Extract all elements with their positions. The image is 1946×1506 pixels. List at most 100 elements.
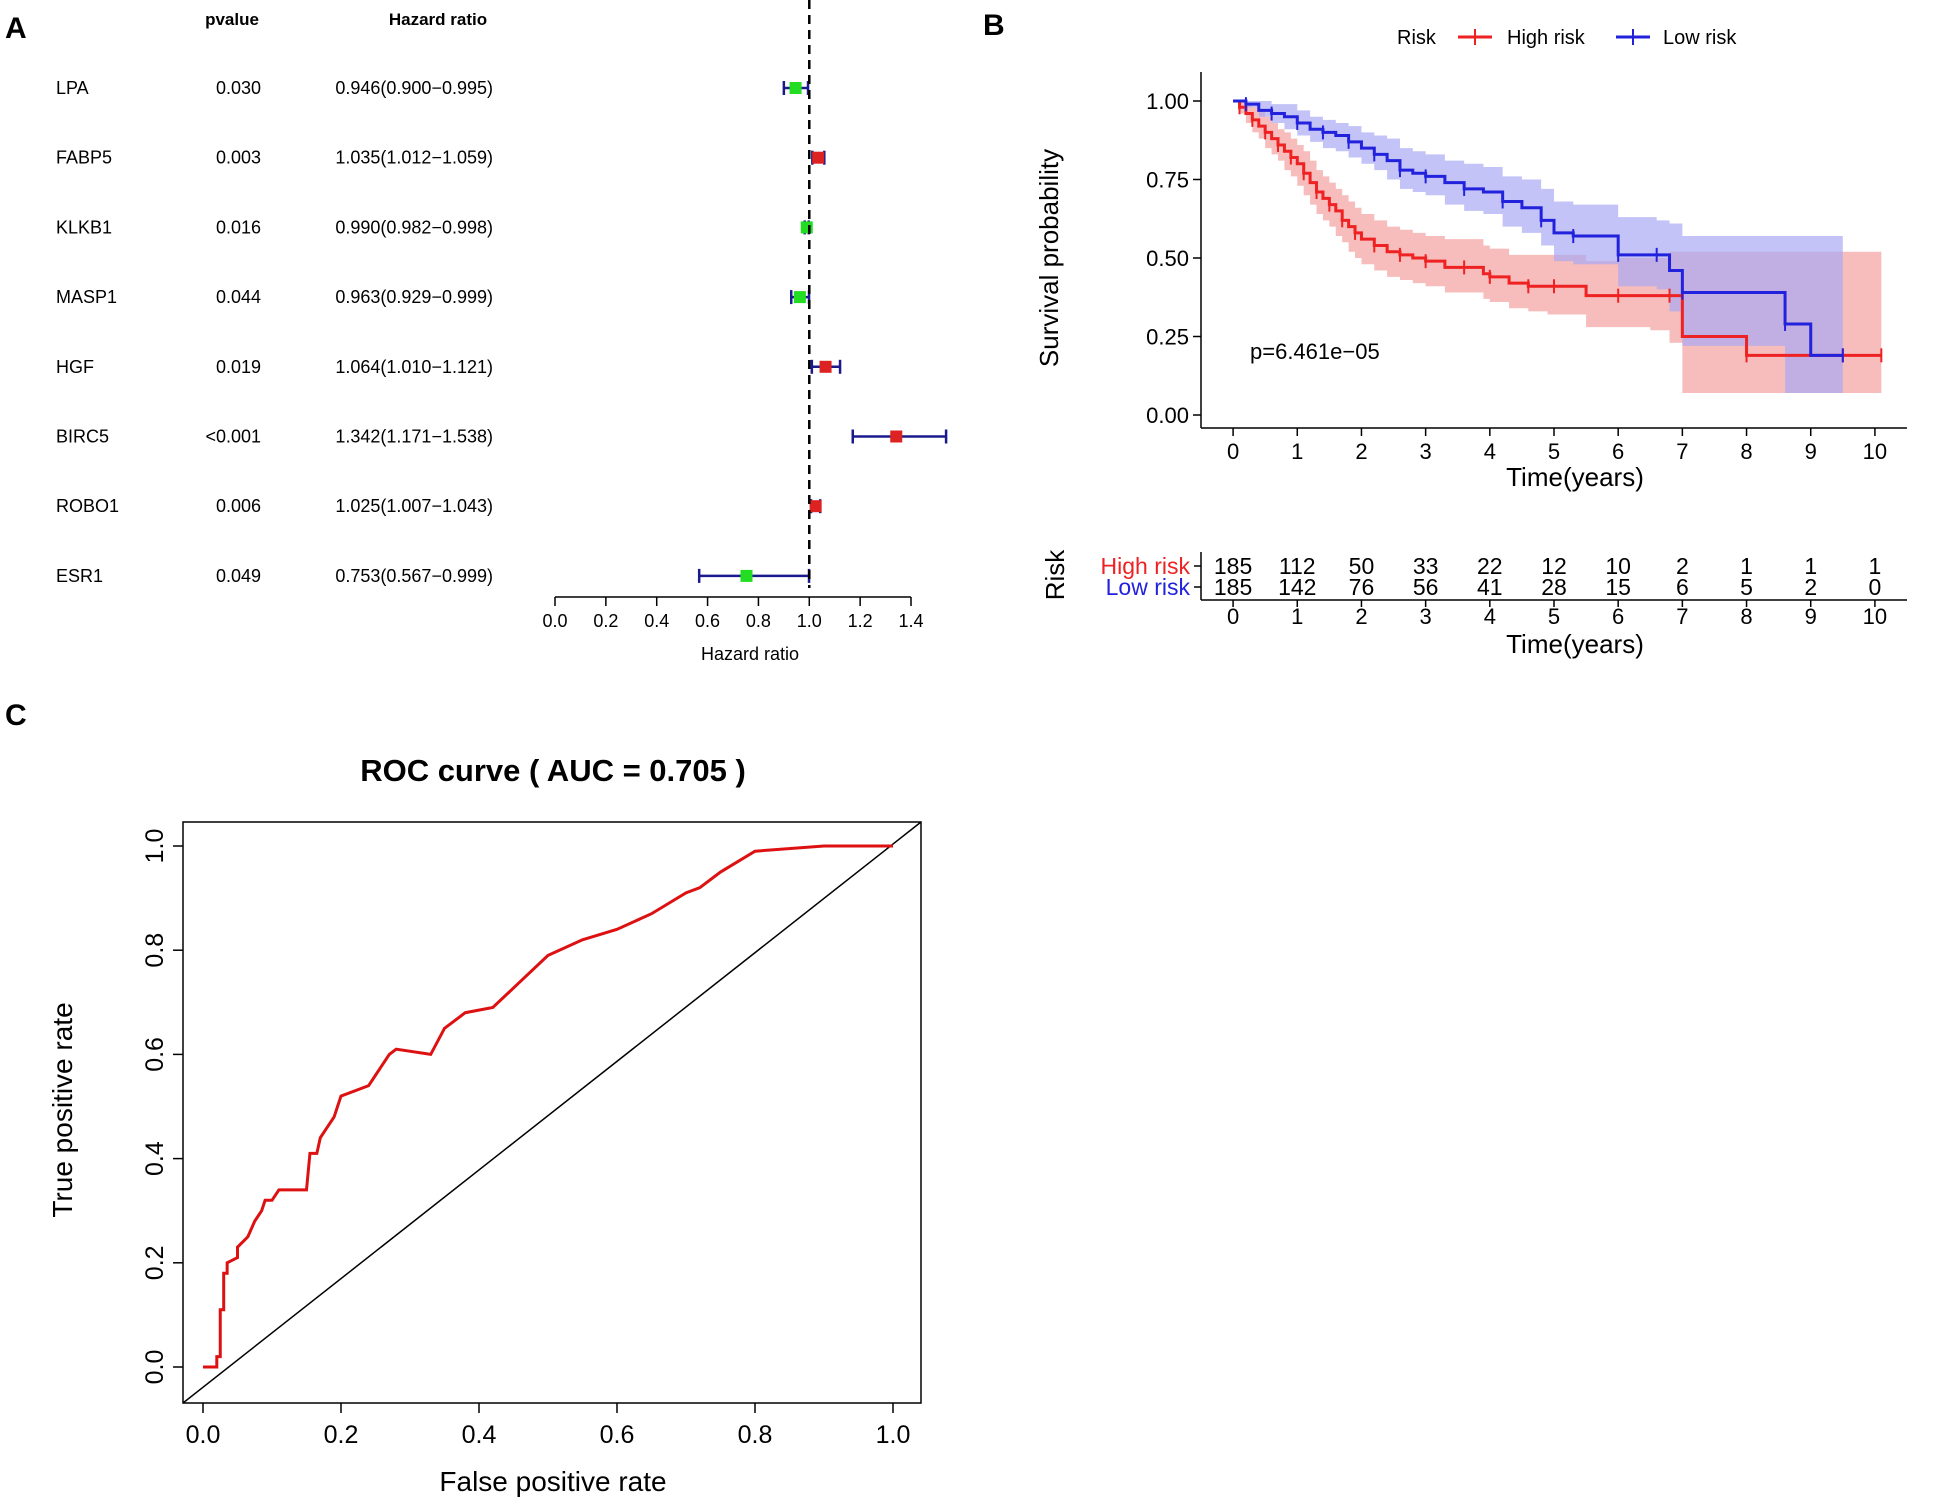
km-x-axis-label: Time(years) xyxy=(1506,462,1644,492)
risk-table-count: 33 xyxy=(1413,553,1439,579)
km-y-tick-label: 1.00 xyxy=(1146,89,1189,114)
risk-table-count: 10 xyxy=(1605,553,1631,579)
risk-table-x-tick-label: 7 xyxy=(1676,604,1688,629)
forest-gene-label: ROBO1 xyxy=(56,496,119,516)
forest-point xyxy=(793,291,806,304)
roc-y-tick-label: 0.6 xyxy=(141,1037,169,1072)
forest-pvalue: 0.019 xyxy=(216,357,261,377)
risk-table-count: 28 xyxy=(1541,574,1567,600)
risk-table-count: 22 xyxy=(1477,553,1503,579)
forest-gene-label: HGF xyxy=(56,357,94,377)
forest-x-tick-label: 1.4 xyxy=(898,611,923,631)
forest-point xyxy=(800,221,813,234)
roc-diagonal-line xyxy=(182,821,922,1404)
forest-plot-panel: A pvalue Hazard ratio LPA 0.030 0.946(0.90… xyxy=(5,0,948,664)
legend-label-high-risk: High risk xyxy=(1507,27,1586,49)
legend-label-low-risk: Low risk xyxy=(1663,27,1737,49)
panel-label-a: A xyxy=(5,12,27,45)
forest-pvalue: 0.016 xyxy=(216,217,261,237)
km-x-tick-label: 2 xyxy=(1355,439,1367,464)
risk-table-count: 76 xyxy=(1349,574,1375,600)
roc-plot-panel: C ROC curve ( AUC = 0.705 ) 0.0 0.2 0.4 0.6… xyxy=(5,699,922,1497)
risk-table-count: 0 xyxy=(1869,574,1882,600)
risk-table-x-axis-label: Time(years) xyxy=(1506,629,1644,659)
forest-x-tick-label: 0.2 xyxy=(593,611,618,631)
panel-label-c: C xyxy=(5,699,27,732)
km-curve-low-risk xyxy=(1233,99,1843,357)
forest-x-tick-label: 0.8 xyxy=(746,611,771,631)
roc-x-tick-label: 0.0 xyxy=(186,1421,221,1449)
risk-table-count: 185 xyxy=(1214,553,1252,579)
km-y-tick-label: 0.50 xyxy=(1146,246,1189,271)
risk-table-count: 1 xyxy=(1740,553,1753,579)
risk-table-count: 1 xyxy=(1869,553,1882,579)
risk-table-count: 1 xyxy=(1804,553,1817,579)
forest-pvalue: 0.003 xyxy=(216,148,261,168)
forest-hr-text: 0.946(0.900−0.995) xyxy=(335,78,493,98)
km-y-axis-label: Survival probability xyxy=(1034,149,1064,367)
forest-hr-text: 1.035(1.012−1.059) xyxy=(335,148,493,168)
km-x-tick-label: 4 xyxy=(1484,439,1496,464)
roc-x-tick-label: 0.2 xyxy=(324,1421,359,1449)
forest-x-tick-label: 1.0 xyxy=(797,611,822,631)
risk-table-group-label: Low risk xyxy=(1106,574,1191,600)
risk-table-count: 15 xyxy=(1605,574,1631,600)
roc-y-tick-label: 0.0 xyxy=(141,1350,169,1385)
risk-table-count: 6 xyxy=(1676,574,1689,600)
roc-plot-frame xyxy=(182,821,922,1404)
km-ci-band-low-risk xyxy=(1233,101,1843,394)
roc-title: ROC curve ( AUC = 0.705 ) xyxy=(360,753,746,788)
risk-table-count: 12 xyxy=(1541,553,1567,579)
roc-y-tick-label: 0.2 xyxy=(141,1245,169,1280)
roc-y-axis-label: True positive rate xyxy=(47,1002,78,1217)
km-x-tick-label: 1 xyxy=(1291,439,1303,464)
forest-gene-label: FABP5 xyxy=(56,148,112,168)
risk-table-x-tick-label: 2 xyxy=(1355,604,1367,629)
risk-table-count: 2 xyxy=(1676,553,1689,579)
roc-x-tick-label: 0.4 xyxy=(462,1421,497,1449)
forest-hr-text: 1.064(1.010−1.121) xyxy=(335,357,493,377)
km-y-tick-label: 0.00 xyxy=(1146,403,1189,428)
km-x-tick-label: 10 xyxy=(1863,439,1887,464)
forest-gene-label: LPA xyxy=(56,78,89,98)
risk-table-x-tick-label: 5 xyxy=(1548,604,1560,629)
forest-x-axis-label: Hazard ratio xyxy=(701,644,799,664)
roc-x-tick-label: 0.6 xyxy=(600,1421,635,1449)
forest-point xyxy=(890,430,903,443)
panel-label-b: B xyxy=(983,9,1005,42)
risk-table-x-tick-label: 3 xyxy=(1420,604,1432,629)
forest-gene-label: ESR1 xyxy=(56,566,103,586)
risk-table-x-tick-label: 9 xyxy=(1805,604,1817,629)
roc-x-axis-label: False positive rate xyxy=(439,1466,666,1497)
forest-point xyxy=(812,151,825,164)
forest-x-tick-label: 1.2 xyxy=(848,611,873,631)
forest-pvalue: 0.044 xyxy=(216,287,261,307)
forest-x-tick-label: 0.0 xyxy=(542,611,567,631)
forest-header-pvalue: pvalue xyxy=(205,10,259,29)
forest-x-tick-label: 0.6 xyxy=(695,611,720,631)
forest-hr-text: 0.990(0.982−0.998) xyxy=(335,217,493,237)
risk-table-count: 2 xyxy=(1804,574,1817,600)
km-x-tick-label: 9 xyxy=(1805,439,1817,464)
risk-table-x-tick-label: 8 xyxy=(1740,604,1752,629)
forest-point xyxy=(819,360,832,373)
forest-gene-label: BIRC5 xyxy=(56,427,109,447)
forest-header-hazard-ratio: Hazard ratio xyxy=(389,10,487,29)
forest-gene-label: KLKB1 xyxy=(56,217,112,237)
risk-table-count: 56 xyxy=(1413,574,1439,600)
km-pvalue: p=6.461e−05 xyxy=(1250,339,1380,364)
km-x-tick-label: 5 xyxy=(1548,439,1560,464)
risk-table-count: 41 xyxy=(1477,574,1503,600)
risk-table-x-tick-label: 6 xyxy=(1612,604,1624,629)
risk-table-count: 5 xyxy=(1740,574,1753,600)
forest-pvalue: 0.030 xyxy=(216,78,261,98)
risk-table-count: 142 xyxy=(1278,574,1316,600)
forest-hr-text: 0.753(0.567−0.999) xyxy=(335,566,493,586)
km-x-tick-label: 6 xyxy=(1612,439,1624,464)
km-x-tick-label: 3 xyxy=(1420,439,1432,464)
survival-plot-panel: B Risk High risk Low risk 0.00 0.25 0.50 0.… xyxy=(983,9,1907,659)
roc-curve xyxy=(203,844,893,1369)
risk-table-y-label: Risk xyxy=(1040,549,1070,601)
km-x-tick-label: 7 xyxy=(1676,439,1688,464)
roc-x-tick-label: 1.0 xyxy=(876,1421,911,1449)
